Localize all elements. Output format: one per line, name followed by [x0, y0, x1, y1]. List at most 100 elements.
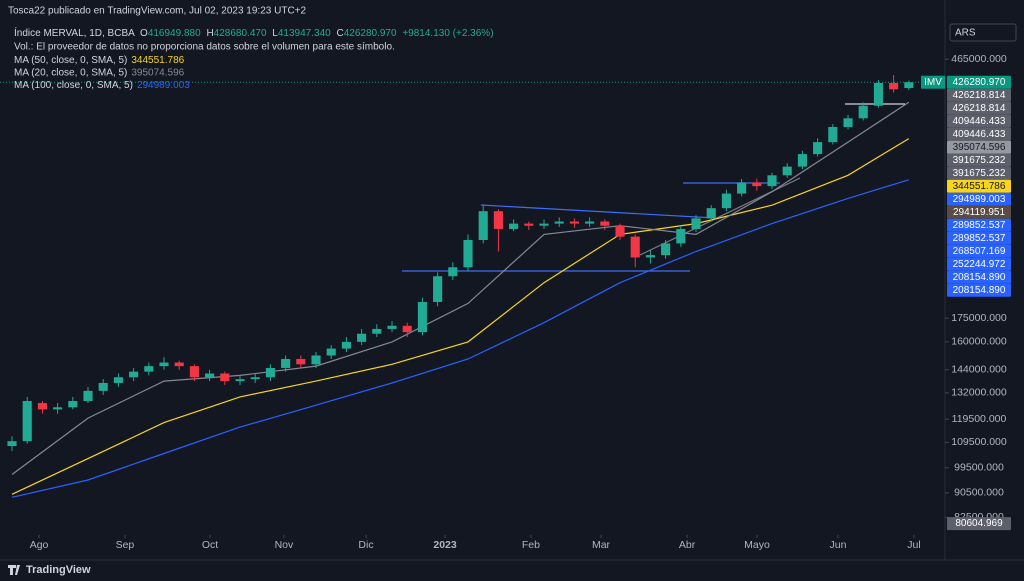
price-label-box: [947, 75, 1011, 89]
price-label-box: [947, 101, 1011, 115]
candle-body: [509, 223, 519, 229]
candle-body: [341, 341, 351, 349]
x-tick-label: 2023: [433, 539, 457, 551]
candle-body: [98, 383, 108, 391]
ma-line: [11, 101, 910, 475]
candle-body: [691, 218, 701, 229]
ohlc-letter: L: [272, 28, 278, 39]
candle-body: [630, 236, 640, 258]
price-label-box: [947, 231, 1011, 245]
candle-body: [205, 373, 215, 378]
candle-body: [68, 401, 78, 408]
candle-body: [843, 118, 853, 127]
candle-body: [615, 225, 625, 237]
candle-body: [828, 126, 838, 143]
price-label: 409446.433: [953, 129, 1006, 140]
ma-legend: MA (50, close, 0, SMA, 5) 344551.786: [14, 55, 185, 66]
candle-body: [83, 390, 93, 402]
price-label-box: [947, 140, 1011, 154]
candle-body: [554, 221, 564, 224]
currency[interactable]: ARS: [955, 28, 976, 39]
candle-body: [478, 211, 488, 241]
price-label-box: [947, 517, 1011, 531]
candle-body: [706, 208, 716, 219]
price-label: 208154.890: [953, 285, 1006, 296]
y-tick-label: 109500.000: [951, 436, 1007, 448]
candle-body: [524, 223, 534, 226]
logo-icon: [8, 565, 20, 575]
price-label: 391675.232: [953, 168, 1006, 179]
candle-body: [220, 373, 230, 382]
candle-body: [250, 377, 260, 380]
candle-body: [463, 240, 473, 268]
candle-body: [7, 441, 17, 447]
price-label-box: [947, 179, 1011, 193]
candle-body: [858, 105, 868, 119]
symbol: Índice MERVAL, 1D, BCBA: [14, 26, 135, 39]
ma-legend: MA (20, close, 0, SMA, 5) 395074.596: [14, 67, 185, 78]
candle-body: [174, 362, 184, 367]
price-label-box: [947, 166, 1011, 180]
x-tick-label: Mar: [592, 539, 611, 551]
last-tag: IMV: [924, 77, 942, 88]
price-label: 395074.596: [953, 142, 1006, 153]
ma-value: 395074.596: [131, 67, 184, 78]
legend-row: Índice MERVAL, 1D, BCBA O416949.880 H428…: [14, 26, 494, 39]
candle-body: [600, 221, 610, 226]
price-label: 294989.003: [953, 194, 1006, 205]
candle-body: [797, 154, 807, 167]
y-tick-label: 465000.000: [951, 53, 1007, 65]
candle-body: [357, 333, 367, 342]
candle-body: [159, 362, 169, 367]
price-label: 426280.970: [953, 77, 1006, 88]
candle-body: [569, 221, 579, 224]
price-label: 409446.433: [953, 116, 1006, 127]
x-tick-label: Nov: [275, 539, 294, 551]
price-label-box: [947, 114, 1011, 128]
y-tick-label: 90500.000: [954, 487, 1004, 499]
price-label: 289852.537: [953, 233, 1006, 244]
candle-body: [235, 379, 245, 382]
candle-body: [493, 211, 503, 229]
candle-body: [904, 82, 914, 89]
ohlc-letter: H: [206, 28, 213, 39]
price-label: 294119.951: [953, 207, 1006, 218]
candle-body: [311, 355, 321, 365]
candle-body: [129, 371, 139, 378]
x-tick-label: Abr: [679, 539, 696, 551]
x-tick-label: Sep: [116, 539, 135, 551]
x-tick-label: Jul: [907, 539, 920, 551]
candle-body: [645, 255, 655, 258]
ma-value: 344551.786: [131, 55, 184, 66]
ma-name: MA (20, close, 0, SMA, 5): [14, 67, 127, 78]
price-label-box: [947, 205, 1011, 219]
price-label: 344551.786: [953, 181, 1006, 192]
ma-legend: MA (100, close, 0, SMA, 5) 294989.003: [14, 80, 190, 91]
price-label-box: [947, 244, 1011, 258]
ohlc-value: 416949.880: [148, 28, 201, 39]
candle-body: [402, 325, 412, 333]
y-tick-label: 144000.000: [951, 364, 1007, 376]
candle-body: [721, 193, 731, 209]
candle-body: [813, 142, 823, 155]
price-label: 426218.814: [953, 90, 1006, 101]
candle-body: [889, 82, 899, 90]
publish-info: Tosca22 publicado en TradingView.com, Ju…: [8, 6, 307, 17]
price-label: 252244.972: [953, 259, 1006, 270]
candle-body: [387, 325, 397, 329]
candle-body: [53, 407, 63, 410]
candle-body: [37, 403, 47, 410]
price-label: 268507.169: [953, 246, 1006, 257]
candle-body: [585, 221, 595, 224]
price-label-box: [947, 127, 1011, 141]
candle-body: [144, 366, 154, 372]
x-tick-label: Ago: [30, 539, 49, 551]
currency-box[interactable]: [949, 23, 1017, 42]
trend-line: [480, 204, 716, 219]
price-label-box: [947, 257, 1011, 271]
price-label: 289852.537: [953, 220, 1006, 231]
candle-body: [782, 166, 792, 176]
y-tick-label: 99500.000: [954, 462, 1004, 474]
